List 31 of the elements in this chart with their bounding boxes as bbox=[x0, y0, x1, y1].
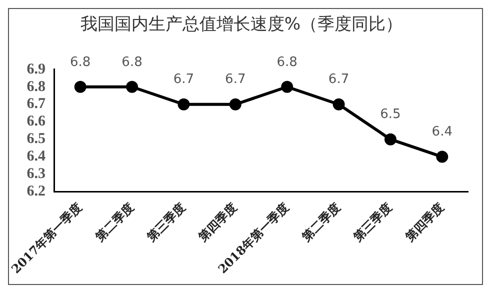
y-tick-label: 6.8 bbox=[26, 78, 46, 95]
y-tick-label: 6.5 bbox=[26, 131, 46, 148]
y-tick-label: 6.3 bbox=[26, 166, 46, 182]
data-label: 6.7 bbox=[328, 72, 350, 88]
y-tick-label: 6.7 bbox=[26, 96, 46, 112]
chart-title: 我国国内生产总值增长速度%（季度同比） bbox=[80, 14, 403, 35]
y-tick-label: 6.6 bbox=[26, 114, 46, 130]
point bbox=[126, 80, 138, 93]
point bbox=[281, 80, 294, 93]
data-label: 6.4 bbox=[432, 124, 452, 140]
x-tick-label: 第二季度 bbox=[298, 200, 344, 245]
y-tick-label: 6.4 bbox=[26, 148, 46, 165]
data-label: 6.7 bbox=[225, 72, 246, 88]
data-label: 6.8 bbox=[70, 54, 91, 70]
y-tick-label: 6.9 bbox=[26, 61, 46, 78]
point bbox=[74, 80, 86, 93]
data-label: 6.8 bbox=[276, 54, 298, 70]
point bbox=[229, 98, 242, 110]
x-tick-label: 第二季度 bbox=[92, 200, 136, 245]
data-label: 6.5 bbox=[380, 107, 401, 122]
data-label: 6.7 bbox=[173, 72, 194, 88]
point bbox=[384, 133, 396, 146]
y-tick-label: 6.2 bbox=[26, 184, 46, 200]
x-tick-label: 第三季度 bbox=[144, 200, 188, 245]
data-label: 6.8 bbox=[122, 54, 142, 70]
x-tick-label: 第三季度 bbox=[350, 200, 395, 245]
point bbox=[178, 98, 190, 110]
x-tick-label: 第四季度 bbox=[195, 200, 240, 245]
point bbox=[332, 98, 345, 110]
point bbox=[436, 150, 448, 163]
x-tick-label: 第四季度 bbox=[402, 200, 446, 245]
